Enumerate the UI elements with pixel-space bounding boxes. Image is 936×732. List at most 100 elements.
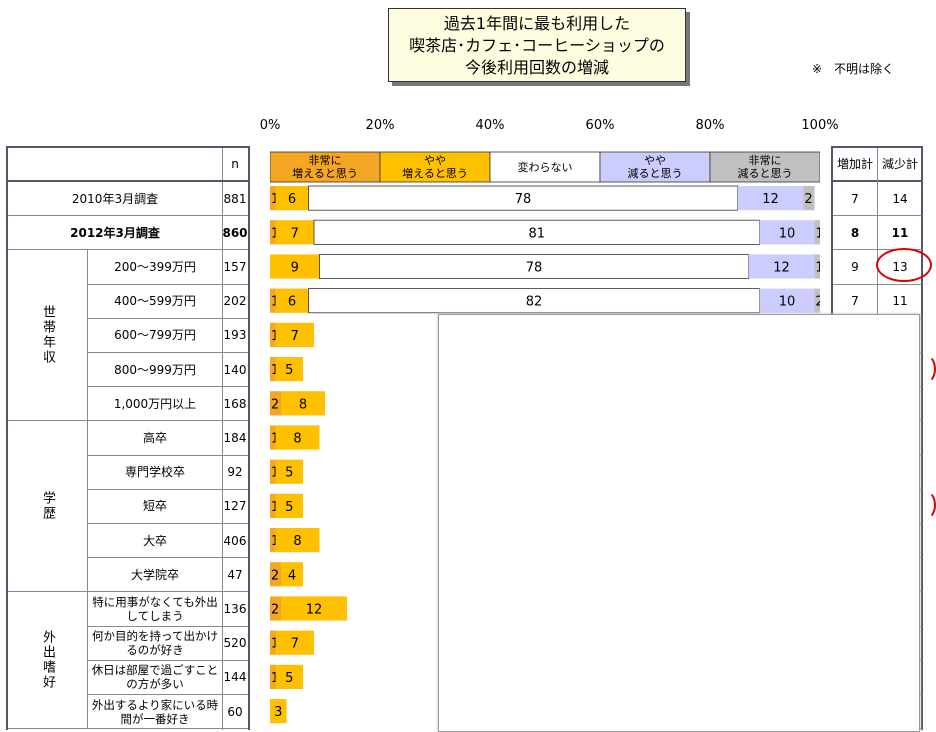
- bar-segment: [270, 254, 320, 279]
- bar-data-label: 1: [815, 261, 820, 276]
- row-n: 60: [222, 695, 248, 730]
- bar-data-label: 1: [271, 671, 279, 686]
- bar-segment: [270, 459, 276, 484]
- increase-total-header: 増加計: [833, 148, 877, 182]
- bar-segment: [270, 699, 287, 724]
- bar-segment: [275, 459, 303, 484]
- bar-segment: [759, 220, 815, 245]
- bar-segment: [803, 186, 815, 211]
- bar-data-label: 7: [291, 226, 299, 241]
- row-decrease-total: 11: [878, 216, 922, 251]
- bar-segment: [270, 357, 276, 382]
- bar-segment: [814, 288, 820, 313]
- row-increase-total: 9: [833, 250, 877, 285]
- bar-data-label: 2: [271, 397, 279, 412]
- bar-data-label: 5: [285, 671, 293, 686]
- legend-label: 非常に: [309, 154, 342, 167]
- bar-segment: [275, 186, 309, 211]
- group-label: 学歴: [8, 421, 88, 593]
- bar-data-label: 1: [271, 329, 279, 344]
- bar-data-label: 5: [285, 363, 293, 378]
- bar-data-label: 4: [288, 568, 296, 583]
- bar-data-label: 10: [779, 295, 796, 310]
- row-n: 136: [222, 592, 248, 627]
- bar-segment: [759, 288, 815, 313]
- bar-segment: [275, 220, 314, 245]
- bar-data-label: 1: [271, 432, 279, 447]
- bar-segment: [270, 220, 276, 245]
- group-label: 世帯年収: [8, 250, 88, 422]
- bar-data-label: 1: [815, 226, 820, 241]
- bar-data-label: 6: [288, 192, 296, 207]
- row-n: 406: [222, 524, 248, 559]
- n-column-divider: [222, 148, 223, 730]
- bar-data-label: 12: [306, 603, 323, 618]
- bar-segment: [281, 596, 347, 621]
- bar-data-label: 2: [815, 295, 820, 310]
- row-label: 大卒: [88, 524, 222, 559]
- bar-segment: [737, 186, 804, 211]
- bar-segment: [270, 528, 276, 553]
- row-label: 何か目的を持って出かけるのが好き: [88, 627, 222, 661]
- bar-segment: [275, 357, 303, 382]
- bar-data-label: 5: [285, 466, 293, 481]
- row-decrease-total: 14: [878, 182, 922, 217]
- bar-data-label: 78: [526, 261, 543, 276]
- bar-data-label: 81: [528, 226, 545, 241]
- legend-label: やや: [424, 154, 446, 167]
- legend-label: 減ると思う: [738, 166, 793, 180]
- legend-swatch: [270, 151, 381, 183]
- bar-data-label: 5: [285, 500, 293, 515]
- bar-data-label: 8: [299, 397, 307, 412]
- row-n: 140: [222, 353, 248, 388]
- row-increase-total: 8: [833, 216, 877, 251]
- bar-segment: [748, 254, 815, 279]
- bar-segment: [270, 630, 276, 655]
- bar-segment: [275, 630, 314, 655]
- row-increase-total: 7: [833, 182, 877, 217]
- row-n: 144: [222, 661, 248, 695]
- row-label: 400～599万円: [88, 285, 222, 319]
- bar-data-label: 1: [271, 534, 279, 549]
- bar-data-label: 1: [271, 466, 279, 481]
- row-n: 92: [222, 456, 248, 490]
- bar-data-label: 7: [291, 637, 299, 652]
- bar-segment: [275, 528, 320, 553]
- bar-segment: [270, 391, 281, 416]
- bar-data-label: 3: [274, 705, 282, 720]
- row-label: 休日は部屋で過ごすことの方が多い: [88, 661, 222, 695]
- row-n: 860: [222, 216, 248, 251]
- x-tick-label: 60%: [585, 118, 615, 133]
- highlight-circle: [876, 248, 932, 282]
- x-tick-label: 100%: [801, 118, 839, 133]
- bar-data-label: 12: [773, 261, 790, 276]
- bar-data-label: 1: [271, 192, 279, 207]
- bar-segment: [281, 562, 303, 587]
- bar-data-label: 12: [762, 192, 779, 207]
- legend-label: 変わらない: [518, 160, 573, 174]
- bar-segment: [313, 219, 760, 245]
- bar-segment: [308, 185, 738, 211]
- note-excluded: ※ 不明は除く: [812, 62, 895, 76]
- x-tick-label: 20%: [365, 118, 395, 133]
- row-label-table: n 世帯年収 学歴 外出嗜好 2010年3月調査 881 2012年3月調査 860 200～3…: [6, 146, 250, 730]
- legend-swatch: [599, 151, 711, 183]
- x-axis-ticks: 0% 20% 40% 60% 80% 100%: [0, 118, 936, 136]
- row-label: 1,000万円以上: [88, 387, 222, 422]
- legend-label: やや: [644, 154, 666, 167]
- x-tick-label: 40%: [475, 118, 505, 133]
- row-label: 200～399万円: [88, 250, 222, 285]
- row-label: 外出するより家にいる時間が一番好き: [88, 695, 222, 730]
- bar-data-label: 10: [779, 226, 796, 241]
- bar-data-label: 82: [526, 295, 543, 310]
- bar-data-label: 9: [291, 261, 299, 276]
- row-n: 184: [222, 421, 248, 456]
- bar-data-label: 2: [804, 192, 812, 207]
- bar-data-label: 1: [271, 363, 279, 378]
- n-header: n: [222, 148, 248, 182]
- x-tick-label: 0%: [259, 118, 281, 133]
- bar-segment: [308, 288, 760, 314]
- bar-segment: [270, 493, 276, 518]
- decrease-total-header: 減少計: [878, 148, 922, 182]
